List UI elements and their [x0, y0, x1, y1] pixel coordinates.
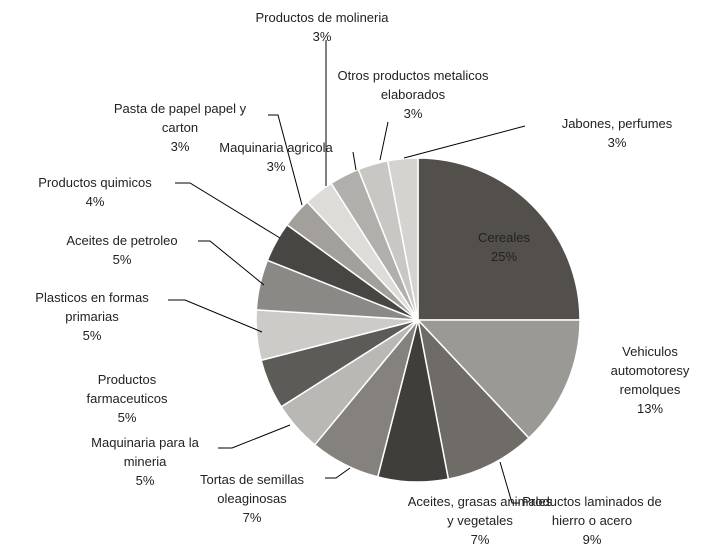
value-label: 5% [135, 473, 155, 488]
category-label: Productos quimicos [38, 175, 152, 190]
slice-label: Aceites de petroleo 5% [42, 231, 202, 269]
slice-label: Otros productos metalicos elaborados 3% [331, 66, 496, 123]
value-label: 3% [607, 135, 627, 150]
leader-line [218, 424, 291, 449]
pie-slice [417, 157, 581, 321]
slice-label: Cereales 25% [459, 228, 549, 266]
slice-label: Productos farmaceuticos 5% [75, 370, 180, 427]
slice-label: Tortas de semillas oleaginosas 7% [182, 470, 322, 527]
pie-slice [386, 157, 419, 321]
leader-line [175, 182, 281, 239]
slice-label: Productos quimicos 4% [15, 173, 175, 211]
slice-label: Aceites, grasas animales y vegetales 7% [405, 492, 555, 549]
slice-label: Productos de molineria 3% [222, 8, 422, 46]
category-label: Maquinaria para la mineria [91, 435, 199, 469]
slice-label: Productos laminados de hierro o acero 9% [517, 492, 667, 549]
category-label: Vehiculos automotoresy remolques [610, 344, 690, 397]
leader-line [379, 121, 389, 161]
value-label: 25% [490, 249, 518, 264]
value-label: 5% [82, 328, 102, 343]
slice-label: Pasta de papel papel y carton 3% [98, 99, 263, 156]
leader-line [168, 299, 263, 333]
leader-line [499, 461, 520, 504]
category-label: Otros productos metalicos elaborados [337, 68, 489, 102]
category-label: Productos de molineria [255, 10, 389, 25]
category-label: Jabones, perfumes [561, 116, 673, 131]
value-label: 3% [266, 159, 286, 174]
category-label: Cereales [477, 230, 531, 245]
leader-line [268, 114, 303, 206]
category-label: Productos laminados de hierro o acero [522, 494, 662, 528]
leader-line [403, 125, 526, 159]
category-label: Aceites de petroleo [66, 233, 178, 248]
value-label: 4% [85, 194, 105, 209]
value-label: 9% [582, 532, 602, 547]
value-label: 7% [470, 532, 490, 547]
category-label: Maquinaria agricola [219, 140, 333, 155]
value-label: 5% [117, 410, 137, 425]
category-label: Plasticos en formas primarias [35, 290, 149, 324]
pie-slice [416, 317, 530, 481]
slice-label: Vehiculos automotoresy remolques 13% [600, 342, 700, 418]
category-label: Tortas de semillas oleaginosas [199, 472, 305, 506]
leader-line [198, 240, 265, 286]
value-label: 3% [403, 106, 423, 121]
value-label: 7% [242, 510, 262, 525]
leader-line [352, 151, 357, 171]
category-label: Pasta de papel papel y carton [113, 101, 247, 135]
slice-label: Plasticos en formas primarias 5% [10, 288, 175, 345]
value-label: 13% [636, 401, 664, 416]
slice-label: Maquinaria agricola 3% [196, 138, 356, 176]
value-label: 3% [312, 29, 332, 44]
category-label: Aceites, grasas animales y vegetales [407, 494, 553, 528]
category-label: Productos farmaceuticos [86, 372, 168, 406]
leader-line [325, 467, 351, 479]
value-label: 3% [170, 139, 190, 154]
slice-label: Jabones, perfumes 3% [537, 114, 697, 152]
pie-slice [416, 319, 581, 440]
value-label: 5% [112, 252, 132, 267]
slice-label: Maquinaria para la mineria 5% [73, 433, 218, 490]
